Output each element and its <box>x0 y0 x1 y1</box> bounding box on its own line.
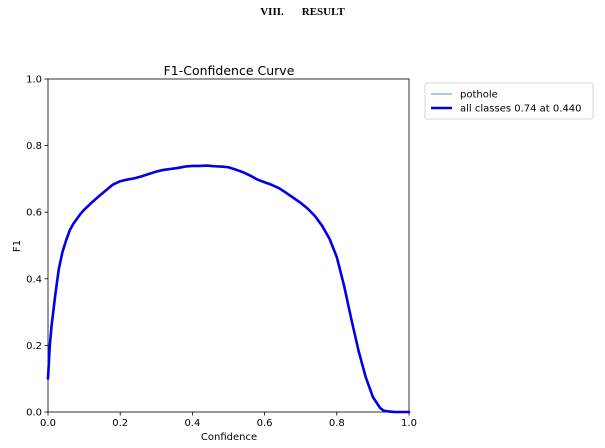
legend-label: all classes 0.74 at 0.440 <box>460 104 582 115</box>
series-line-pothole <box>47 164 410 413</box>
section-heading: VIII. RESULT <box>0 6 605 18</box>
legend: pothole all classes 0.74 at 0.440 <box>424 82 594 120</box>
x-tick-label: 0.8 <box>329 418 345 429</box>
x-tick-label: 0.2 <box>112 418 128 429</box>
y-tick-label: 0.0 <box>26 408 42 419</box>
x-tick-label: 0.6 <box>257 418 273 429</box>
plot-frame <box>47 78 410 413</box>
plot-area: 0.0 0.2 0.4 0.6 0.8 1.0 0.0 0.2 0.4 0.6 0.8 1.0 <box>26 75 417 430</box>
y-tick-label: 0.4 <box>26 274 42 285</box>
y-tick-label: 0.6 <box>26 208 42 219</box>
legend-box <box>424 82 594 120</box>
x-axis-label: Confidence <box>201 432 257 443</box>
y-axis-label: F1 <box>12 240 23 252</box>
section-title: RESULT <box>301 6 345 18</box>
x-tick-label: 1.0 <box>401 418 417 429</box>
x-tick-label: 0.0 <box>40 418 56 429</box>
y-tick-label: 0.8 <box>26 141 42 152</box>
y-tick-label: 1.0 <box>26 75 42 86</box>
chart-title: F1-Confidence Curve <box>164 63 295 78</box>
series-line-all-classes <box>46 164 411 414</box>
legend-label: pothole <box>460 90 498 101</box>
y-tick-label: 0.2 <box>26 341 42 352</box>
section-number: VIII. <box>260 6 284 18</box>
x-tick-label: 0.4 <box>184 418 200 429</box>
